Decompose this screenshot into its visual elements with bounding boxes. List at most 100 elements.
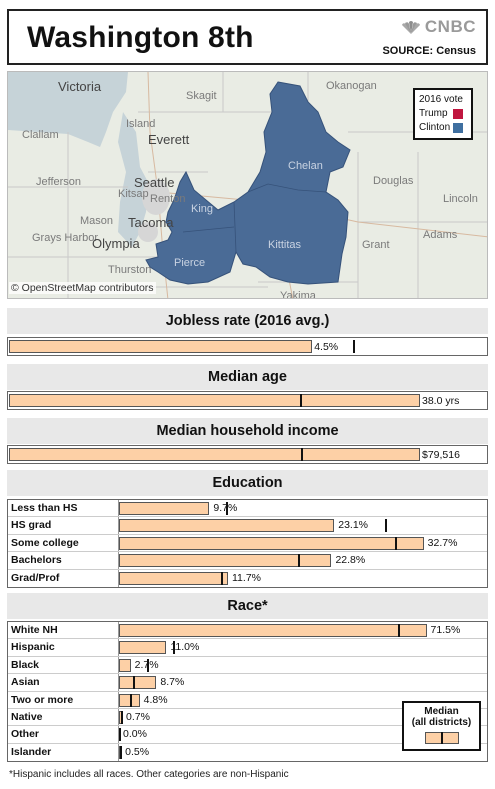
category-label: Black: [11, 658, 40, 671]
median-age-chart: 38.0 yrs: [7, 391, 488, 410]
category-label: Islander: [11, 745, 52, 758]
category-label: HS grad: [11, 519, 52, 532]
income-title: Median household income: [7, 418, 488, 444]
map-label: Olympia: [92, 236, 140, 251]
median-marker: [172, 641, 175, 655]
map-label: Skagit: [186, 90, 217, 102]
median-legend-line2: (all districts): [411, 717, 472, 728]
value-bar: [119, 641, 167, 655]
table-row: Native 0.7%: [8, 709, 487, 727]
map-label: Victoria: [58, 79, 102, 94]
category-label: Less than HS: [11, 502, 78, 514]
value-label: 2.7%: [134, 658, 159, 671]
value-bar: [119, 554, 332, 568]
table-row: HS grad 23.1%: [8, 517, 487, 535]
map-label: Grant: [362, 239, 390, 251]
value-label: 23.1%: [338, 519, 369, 532]
median-marker: [352, 340, 355, 353]
table-row: Islander 0.5%: [8, 744, 487, 761]
page-title: Washington 8th: [27, 21, 254, 54]
map-attribution[interactable]: © OpenStreetMap contributors: [9, 282, 156, 294]
jobless-title: Jobless rate (2016 avg.): [7, 308, 488, 334]
map-label: Everett: [148, 132, 190, 147]
jobless-chart: 4.5%: [7, 337, 488, 356]
legend-label: Clinton: [419, 122, 451, 133]
table-row: White NH 71.5%: [8, 622, 487, 640]
category-label: Other: [11, 728, 40, 741]
clinton-swatch: [453, 123, 463, 133]
table-row: Other 0.0%: [8, 726, 487, 744]
income-chart: $79,516: [7, 445, 488, 464]
value-bar: [119, 676, 157, 690]
median-marker: [119, 745, 122, 759]
legend-item-trump: Trump: [419, 107, 467, 121]
value-label: 32.7%: [427, 536, 458, 549]
table-row: Some college 32.7%: [8, 535, 487, 553]
table-row: Less than HS 9.7%: [8, 500, 487, 518]
map-label: Jefferson: [36, 176, 81, 188]
median-age-title: Median age: [7, 364, 488, 390]
category-label: Native: [11, 711, 43, 723]
table-row: Two or more 4.8%: [8, 692, 487, 709]
category-label: Some college: [11, 536, 79, 549]
district-shape[interactable]: [145, 81, 351, 285]
map-label: Mason: [80, 215, 113, 227]
peacock-icon: [401, 20, 420, 34]
median-marker: [394, 536, 397, 550]
median-marker: [301, 448, 304, 461]
value-label: 4.8%: [143, 693, 168, 706]
median-legend-marker: [441, 732, 443, 744]
value-label: 11.7%: [232, 571, 261, 584]
logo-text: CNBC: [424, 17, 476, 36]
median-marker: [147, 658, 150, 672]
trump-swatch: [453, 109, 463, 119]
value-label: 8.7%: [160, 676, 185, 689]
source-label: SOURCE: Census: [382, 45, 476, 57]
table-row: Hispanic 11.0%: [8, 639, 487, 657]
map-label: Kitsap: [118, 188, 149, 200]
value-bar: [119, 502, 210, 515]
education-chart: Less than HS 9.7% HS grad 23.1% Some college…: [7, 499, 488, 588]
legend-item-clinton: Clinton: [419, 121, 467, 135]
map-label: Adams: [423, 229, 458, 241]
median-marker: [297, 554, 300, 568]
urban-area: [138, 222, 158, 242]
value-bar: [9, 448, 420, 461]
vote-legend: 2016 vote Trump Clinton: [413, 88, 473, 140]
header-panel: Washington 8th CNBC SOURCE: Census: [7, 9, 488, 65]
category-label: Bachelors: [11, 554, 62, 567]
footnote: *Hispanic includes all races. Other cate…: [9, 769, 289, 780]
map-label: King: [191, 203, 213, 215]
district-map[interactable]: Victoria Skagit Okanogan Island Everett …: [7, 71, 488, 299]
map-label: Douglas: [373, 175, 414, 187]
value-bar: [119, 693, 140, 707]
median-marker: [121, 711, 124, 724]
category-label: Asian: [11, 676, 40, 689]
education-title: Education: [7, 470, 488, 496]
map-label: Renton: [150, 193, 185, 205]
value-bar: [119, 571, 228, 585]
map-label: Pierce: [174, 257, 205, 269]
urban-area: [142, 179, 170, 215]
median-marker: [129, 693, 132, 707]
median-marker: [397, 624, 400, 637]
value-label: 4.5%: [314, 341, 339, 353]
cnbc-logo: CNBC: [400, 17, 476, 37]
map-label: Yakima: [280, 290, 317, 299]
value-label: 9.7%: [213, 502, 238, 514]
race-title: Race*: [7, 593, 488, 619]
value-label: 38.0 yrs: [422, 395, 460, 407]
value-bar: [119, 624, 427, 637]
map-label: Kittitas: [268, 239, 302, 251]
map-label: Thurston: [108, 264, 151, 276]
table-row: Grad/Prof 11.7%: [8, 570, 487, 587]
median-legend-line1: Median: [424, 706, 459, 717]
row-label-divider: [118, 500, 119, 587]
map-label: Chelan: [288, 160, 323, 172]
legend-title: 2016 vote: [419, 94, 463, 105]
value-bar: [9, 340, 313, 353]
water-strait: [8, 72, 128, 147]
legend-label: Trump: [419, 108, 448, 119]
map-label: Island: [126, 118, 155, 130]
value-label: 22.8%: [335, 554, 366, 567]
